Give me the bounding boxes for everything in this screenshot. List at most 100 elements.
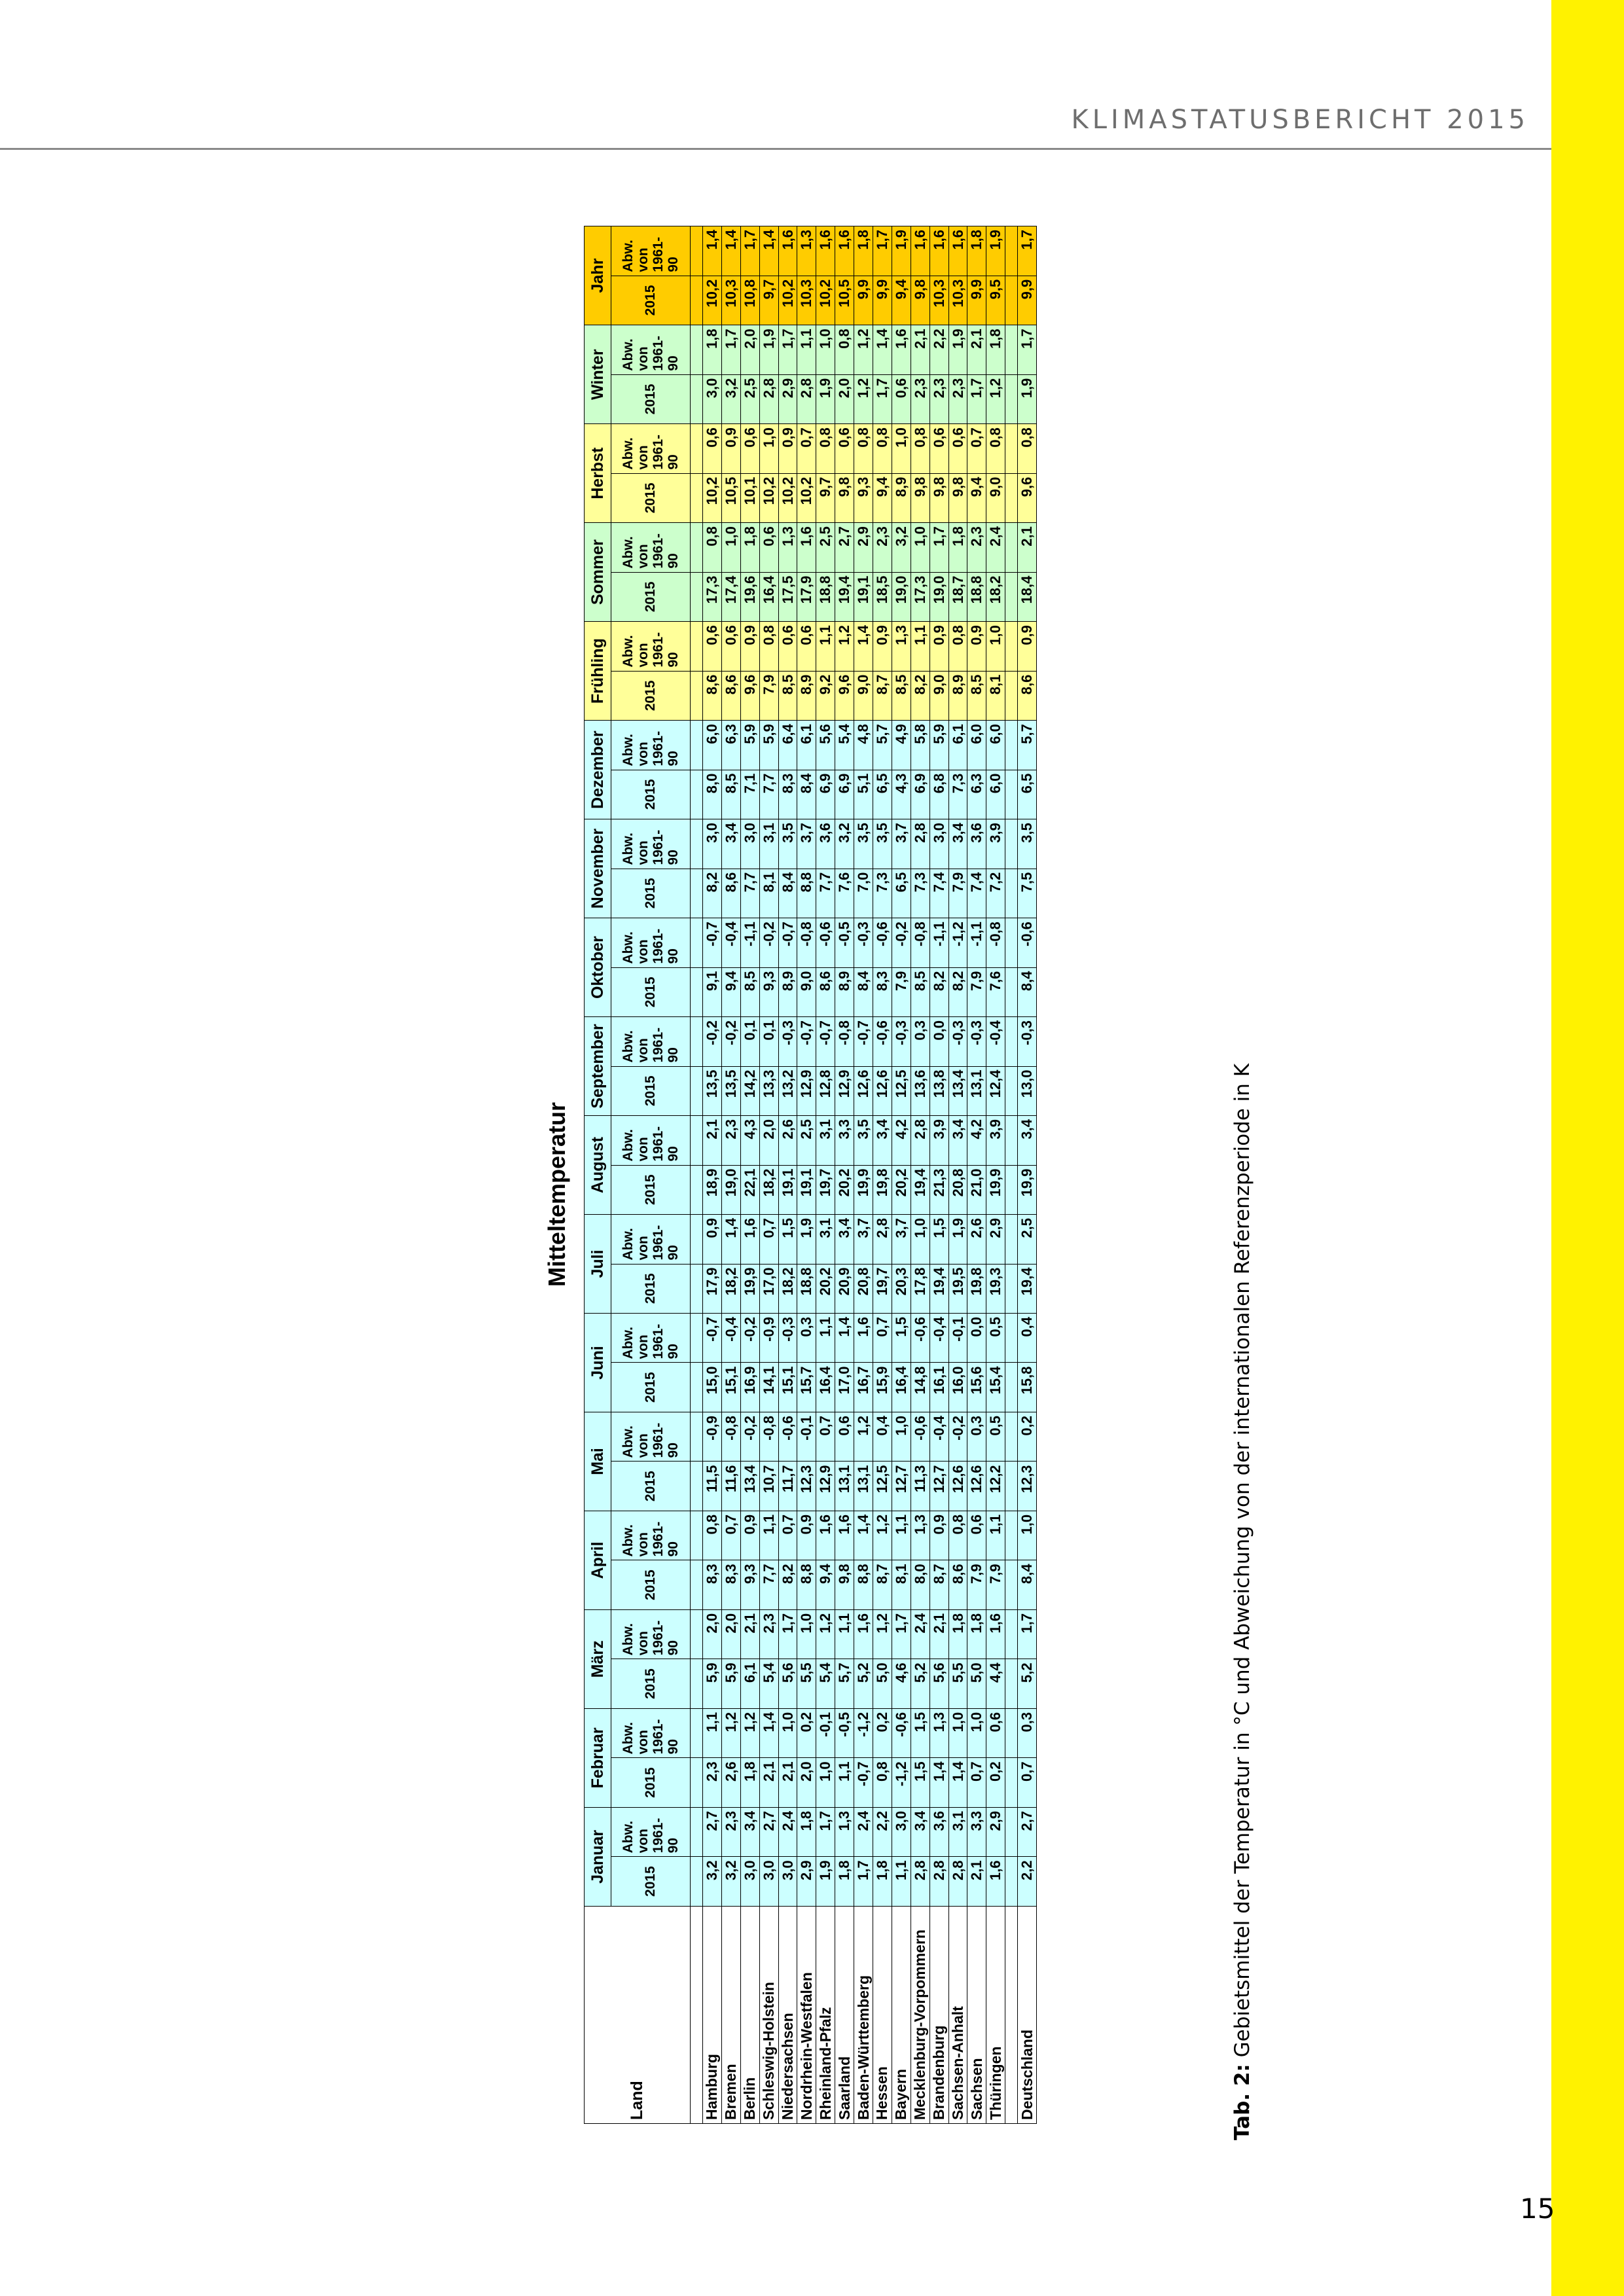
value-deviation: 6,0	[986, 720, 1005, 770]
value-2015: 14,8	[911, 1362, 930, 1412]
value-deviation: 6,0	[967, 720, 986, 770]
year-subheader: 2015	[611, 1560, 691, 1610]
value-2015: 9,9	[873, 276, 892, 325]
value-2015: 13,4	[948, 1066, 967, 1116]
value-deviation: -0,6	[778, 1412, 797, 1462]
period-header: April	[584, 1511, 611, 1610]
value-deviation: 2,5	[816, 522, 835, 573]
value-2015: 7,4	[929, 869, 949, 918]
value-2015: 8,6	[721, 671, 741, 721]
table-row: Berlin 3,0 3,4 1,8 1,2 6,1 2,1 9,3 0,9 13,4 -0,2 16…	[740, 226, 760, 2124]
value-deviation: -1,2	[948, 918, 967, 968]
value-deviation: 3,3	[967, 1807, 986, 1857]
value-2015: 2,0	[835, 374, 854, 424]
value-deviation: 1,2	[854, 1412, 873, 1462]
table-row: Deutschland 2,2 2,7 0,7 0,3 5,2 1,7 8,4 1,0 12,3 0…	[1017, 226, 1037, 2124]
deviation-subheader-line: Abw.	[620, 1721, 636, 1755]
value-deviation: 2,0	[759, 1115, 779, 1166]
value-deviation: 0,8	[873, 423, 892, 474]
value-deviation: 2,9	[986, 1214, 1005, 1265]
value-deviation: -0,5	[835, 1708, 854, 1758]
period-header: März	[584, 1609, 611, 1709]
value-deviation: 2,3	[721, 1115, 741, 1166]
value-2015: 16,7	[854, 1362, 873, 1412]
value-deviation: 1,7	[892, 1609, 911, 1659]
value-deviation: 1,3	[911, 1511, 930, 1560]
value-deviation: 1,3	[835, 1807, 854, 1857]
land-header: Land	[584, 1906, 691, 2124]
value-2015: 7,9	[967, 967, 986, 1017]
value-deviation: 4,2	[892, 1115, 911, 1166]
value-deviation: -0,2	[721, 1016, 741, 1067]
value-deviation: 1,8	[948, 1609, 967, 1659]
value-deviation: -0,8	[835, 1016, 854, 1067]
land-name: Niedersachsen	[778, 1906, 797, 2124]
value-2015: 5,1	[854, 770, 873, 819]
value-deviation: 3,2	[892, 522, 911, 573]
value-deviation: 2,2	[873, 1807, 892, 1857]
value-2015: 9,4	[816, 1560, 835, 1610]
table-row: Bremen 3,2 2,3 2,6 1,2 5,9 2,0 8,3 0,7 11,6 -0,8 15…	[721, 226, 741, 2124]
value-2015: 5,2	[854, 1659, 873, 1709]
value-2015: 17,4	[721, 572, 741, 622]
value-deviation: 1,0	[911, 1214, 930, 1265]
deviation-subheader-line: 1961-	[651, 730, 666, 766]
value-deviation: 0,7	[873, 1313, 892, 1363]
value-2015: 1,8	[835, 1856, 854, 1907]
value-deviation: 0,6	[986, 1708, 1005, 1758]
value-2015: 9,3	[759, 967, 779, 1017]
value-2015: 10,2	[778, 473, 797, 523]
deviation-subheader-line: Abw.	[620, 1820, 636, 1854]
land-name: Berlin	[740, 1906, 760, 2124]
value-2015: 2,5	[740, 374, 760, 424]
value-2015: 8,4	[797, 770, 816, 819]
value-deviation: -0,9	[759, 1313, 779, 1363]
deviation-subheader: Abw. von 1961- 90	[611, 226, 691, 276]
value-2015: 8,5	[721, 770, 741, 819]
value-deviation: 6,3	[721, 720, 741, 770]
value-deviation: 2,5	[797, 1115, 816, 1166]
value-deviation: -0,4	[929, 1412, 949, 1462]
value-deviation: 2,1	[1017, 522, 1037, 573]
value-2015: 8,4	[1017, 967, 1037, 1017]
value-2015: 8,9	[778, 967, 797, 1017]
value-2015: 10,3	[721, 276, 741, 325]
value-2015: 5,5	[948, 1659, 967, 1709]
value-2015: 2,3	[929, 374, 949, 424]
value-2015: 9,9	[854, 276, 873, 325]
value-2015: 8,6	[816, 967, 835, 1017]
value-deviation: 0,8	[816, 423, 835, 474]
period-header: Dezember	[584, 720, 611, 819]
value-deviation: 3,0	[892, 1807, 911, 1857]
value-2015: 3,0	[740, 1856, 760, 1907]
value-2015: 8,4	[1017, 1560, 1037, 1610]
value-2015: 12,7	[892, 1461, 911, 1511]
value-2015: 10,5	[835, 276, 854, 325]
value-deviation: 1,0	[892, 423, 911, 474]
value-deviation: 1,7	[740, 226, 760, 276]
deviation-subheader: Abw. von 1961- 90	[611, 325, 691, 375]
value-2015: 10,2	[778, 276, 797, 325]
value-deviation: 2,7	[702, 1807, 722, 1857]
value-deviation: 3,4	[1017, 1115, 1037, 1166]
value-deviation: 1,8	[797, 1807, 816, 1857]
deviation-subheader-line: Abw.	[620, 1623, 636, 1656]
deviation-subheader-line: Abw.	[620, 833, 636, 865]
value-deviation: -1,2	[854, 1708, 873, 1758]
deviation-subheader-line: von	[635, 1730, 651, 1755]
value-deviation: 0,8	[1017, 423, 1037, 474]
value-deviation: 0,6	[929, 423, 949, 474]
value-2015: 9,6	[1017, 473, 1037, 523]
value-2015: 16,4	[816, 1362, 835, 1412]
deviation-subheader-line: Abw.	[620, 338, 636, 371]
value-2015: 9,8	[929, 473, 949, 523]
value-2015: 7,3	[948, 770, 967, 819]
deviation-subheader-line: 90	[666, 1739, 681, 1755]
deviation-subheader: Abw. von 1961- 90	[611, 1609, 691, 1659]
value-deviation: 0,4	[1017, 1313, 1037, 1363]
deviation-subheader-line: von	[635, 1631, 651, 1656]
value-deviation: -0,4	[986, 1016, 1005, 1067]
table-row: Brandenburg 2,8 3,6 1,4 1,3 5,6 2,1 8,7 0,9 12,7-…	[929, 226, 949, 2124]
value-2015: 12,9	[816, 1461, 835, 1511]
value-2015: 10,2	[759, 473, 779, 523]
